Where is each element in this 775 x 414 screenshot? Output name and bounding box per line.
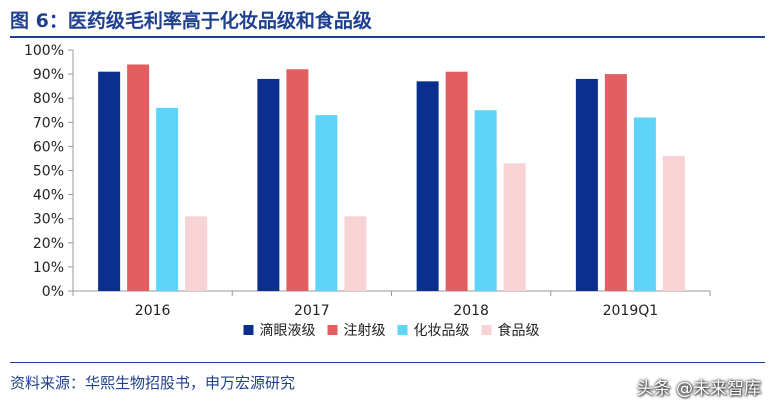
y-tick-label: 60% xyxy=(33,139,64,155)
y-tick-label: 0% xyxy=(42,284,64,300)
bar-2018-series-3 xyxy=(474,110,497,291)
bar-2018-series-4 xyxy=(503,163,526,291)
x-tick-label: 2018 xyxy=(453,303,489,319)
y-tick-label: 100% xyxy=(24,43,64,59)
legend-swatch xyxy=(243,325,254,335)
bar-2016-series-4 xyxy=(185,216,208,291)
legend-label: 食品级 xyxy=(498,322,540,339)
bar-2018-series-2 xyxy=(445,71,468,291)
bar-2017-series-4 xyxy=(344,216,367,291)
y-tick-label: 70% xyxy=(33,115,64,131)
title-divider xyxy=(10,36,765,38)
bar-2017-series-1 xyxy=(257,78,280,291)
bar-2019Q1-series-2 xyxy=(604,74,627,291)
x-tick-label: 2017 xyxy=(294,303,330,319)
y-tick-label: 20% xyxy=(33,236,64,252)
y-tick-label: 30% xyxy=(33,212,64,228)
bar-2018-series-1 xyxy=(416,81,439,291)
bar-2017-series-2 xyxy=(286,69,309,291)
watermark: 头条 @未来智库 xyxy=(636,379,761,399)
bar-2019Q1-series-3 xyxy=(633,117,656,291)
legend-swatch xyxy=(481,325,492,335)
legend-label: 注射级 xyxy=(344,323,386,339)
bar-2019Q1-series-1 xyxy=(575,78,598,291)
x-tick-label: 2019Q1 xyxy=(603,303,659,319)
y-tick-label: 10% xyxy=(33,260,64,276)
y-tick-label: 40% xyxy=(33,188,64,204)
y-tick-label: 80% xyxy=(33,91,64,107)
bar-2016-series-1 xyxy=(98,71,121,291)
legend-label: 滴眼液级 xyxy=(260,322,316,339)
x-tick-label: 2016 xyxy=(135,303,171,319)
source-note: 资料来源：华熙生物招股书，申万宏源研究 xyxy=(10,374,296,392)
bar-2017-series-3 xyxy=(315,115,338,291)
legend-swatch xyxy=(397,325,408,335)
chart-title: 图 6：医药级毛利率高于化妆品级和食品级 xyxy=(10,10,372,32)
bar-2016-series-2 xyxy=(127,64,150,292)
y-tick-label: 90% xyxy=(33,67,64,83)
bar-2016-series-3 xyxy=(156,107,179,291)
source-divider xyxy=(10,362,765,363)
legend-label: 化妆品级 xyxy=(414,323,470,339)
legend-swatch xyxy=(327,325,338,335)
y-tick-label: 50% xyxy=(33,164,64,180)
bar-chart: 0% 10% 20% 30% 40% 50% 60% 70% 80% 90% 100% 2016 201… xyxy=(24,43,711,339)
bar-2019Q1-series-4 xyxy=(662,156,685,291)
